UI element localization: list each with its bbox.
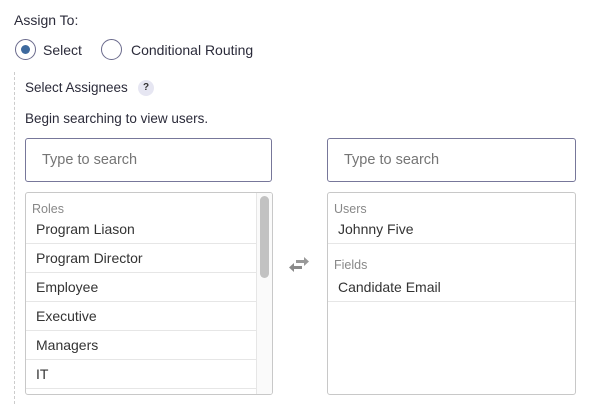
list-item[interactable]: Candidate Email: [328, 273, 575, 302]
swap-arrows-icon[interactable]: [288, 256, 310, 276]
list-item[interactable]: Program Liason: [26, 215, 258, 244]
group-label-roles: Roles: [32, 202, 64, 216]
radio-conditional-routing-label[interactable]: Conditional Routing: [131, 42, 254, 58]
list-item[interactable]: Program Director: [26, 244, 258, 273]
list-item[interactable]: IT: [26, 360, 258, 389]
radio-select-label[interactable]: Select: [43, 42, 82, 58]
list-item[interactable]: Managers: [26, 331, 258, 360]
select-assignees-label: Select Assignees: [25, 80, 128, 95]
selected-list[interactable]: Users Johnny Five Fields Candidate Email: [327, 192, 576, 395]
help-icon[interactable]: ?: [138, 80, 154, 96]
list-item[interactable]: Employee: [26, 273, 258, 302]
list-item[interactable]: Johnny Five: [328, 215, 575, 244]
scrollbar-track[interactable]: [256, 193, 272, 394]
group-label-users: Users: [334, 202, 367, 216]
left-search-input[interactable]: [25, 138, 272, 182]
scrollbar-thumb[interactable]: [260, 196, 269, 278]
radio-selected-dot: [20, 44, 30, 54]
radio-conditional-routing[interactable]: [101, 39, 122, 60]
radio-select[interactable]: [15, 39, 36, 60]
list-item[interactable]: Executive: [26, 302, 258, 331]
group-label-fields: Fields: [334, 258, 368, 272]
assign-to-label: Assign To:: [14, 12, 79, 28]
right-search-input[interactable]: [327, 138, 576, 182]
hint-text: Begin searching to view users.: [25, 111, 209, 126]
available-list[interactable]: Roles Program Liason Program Director Em…: [25, 192, 273, 395]
dashed-divider: [14, 72, 15, 404]
